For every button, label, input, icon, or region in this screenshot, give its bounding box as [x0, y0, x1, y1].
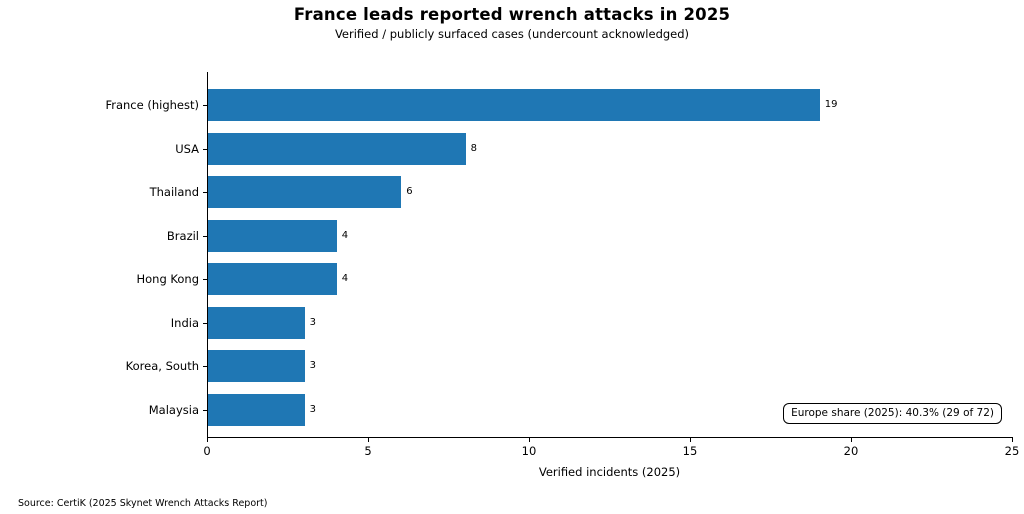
- bar-malaysia: [208, 393, 305, 426]
- y-tick-mark: [203, 148, 207, 150]
- x-tick-label: 5: [364, 444, 372, 458]
- bar-usa: [208, 132, 466, 165]
- y-tick-mark: [203, 235, 207, 237]
- x-tick-mark: [207, 438, 208, 442]
- bar-brazil: [208, 219, 337, 252]
- bar-india: [208, 306, 305, 339]
- annotation-box: Europe share (2025): 40.3% (29 of 72): [783, 403, 1002, 424]
- x-tick-mark: [529, 438, 530, 442]
- x-tick-label: 10: [521, 444, 537, 458]
- y-category-label: Brazil: [166, 228, 199, 243]
- x-tick-label: 25: [1004, 444, 1020, 458]
- y-category-label: USA: [175, 141, 199, 156]
- bar-france-highest: [208, 89, 820, 121]
- chart-subtitle: Verified / publicly surfaced cases (unde…: [334, 27, 690, 41]
- x-tick-mark: [368, 438, 369, 442]
- bar-value-label: 3: [309, 360, 316, 371]
- bar-hong-kong: [208, 263, 337, 295]
- y-category-label: India: [170, 315, 199, 330]
- bar-value-label: 6: [406, 186, 413, 197]
- y-tick-mark: [203, 279, 207, 280]
- bar-value-label: 4: [341, 273, 349, 284]
- x-tick-mark: [690, 438, 691, 442]
- y-tick-mark: [203, 366, 207, 367]
- x-tick-label: 0: [203, 444, 211, 458]
- y-category-label: Korea, South: [125, 359, 199, 373]
- y-tick-mark: [203, 105, 207, 106]
- y-tick-mark: [203, 192, 207, 193]
- chart-title: France leads reported wrench attacks in …: [293, 5, 731, 24]
- source-note: Source: CertiK (2025 Skynet Wrench Attac…: [18, 498, 268, 509]
- bar-korea-south: [208, 350, 305, 382]
- y-tick-mark: [203, 322, 207, 324]
- y-category-label: Malaysia: [148, 402, 199, 417]
- bar-value-label: 4: [341, 229, 349, 241]
- x-tick-mark: [1012, 438, 1013, 442]
- y-tick-mark: [203, 409, 207, 411]
- bar-thailand: [208, 176, 402, 208]
- x-axis-label: Verified incidents (2025): [538, 465, 681, 479]
- bar-value-label: 19: [824, 99, 838, 110]
- plot-area: 19 8 6 4 4 3 3 3: [207, 72, 1013, 438]
- y-category-label: Thailand: [149, 185, 199, 199]
- bar-value-label: 3: [309, 403, 316, 415]
- bar-value-label: 3: [309, 316, 316, 328]
- x-tick-label: 15: [682, 444, 698, 458]
- x-tick-label: 20: [843, 444, 859, 458]
- y-category-label: France (highest): [105, 98, 199, 112]
- x-tick-mark: [851, 438, 852, 442]
- y-category-label: Hong Kong: [136, 272, 199, 286]
- bar-value-label: 8: [470, 142, 477, 154]
